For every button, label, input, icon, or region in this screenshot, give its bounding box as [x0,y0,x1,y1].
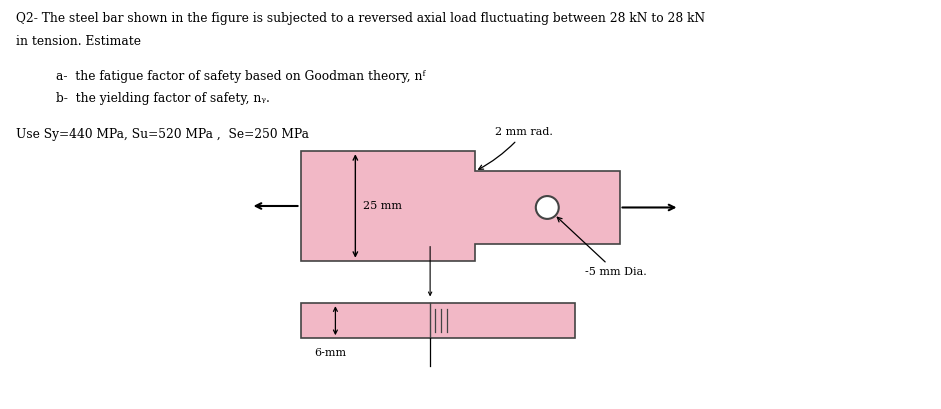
Polygon shape [300,151,619,261]
Text: a-  the fatigue factor of safety based on Goodman theory, nᶠ: a- the fatigue factor of safety based on… [56,70,425,83]
Text: in tension. Estimate: in tension. Estimate [16,35,141,48]
Circle shape [535,196,559,219]
Text: 2 mm rad.: 2 mm rad. [479,128,552,169]
Text: 25 mm: 25 mm [363,201,403,211]
Text: 6-mm: 6-mm [314,348,346,358]
Text: b-  the yielding factor of safety, nᵧ.: b- the yielding factor of safety, nᵧ. [56,92,270,105]
FancyBboxPatch shape [300,303,575,338]
Text: Q2- The steel bar shown in the figure is subjected to a reversed axial load fluc: Q2- The steel bar shown in the figure is… [16,12,706,25]
Text: -5 mm Dia.: -5 mm Dia. [557,217,646,276]
Text: Use Sy=440 MPa, Su=520 MPa ,  Se=250 MPa: Use Sy=440 MPa, Su=520 MPa , Se=250 MPa [16,128,310,141]
